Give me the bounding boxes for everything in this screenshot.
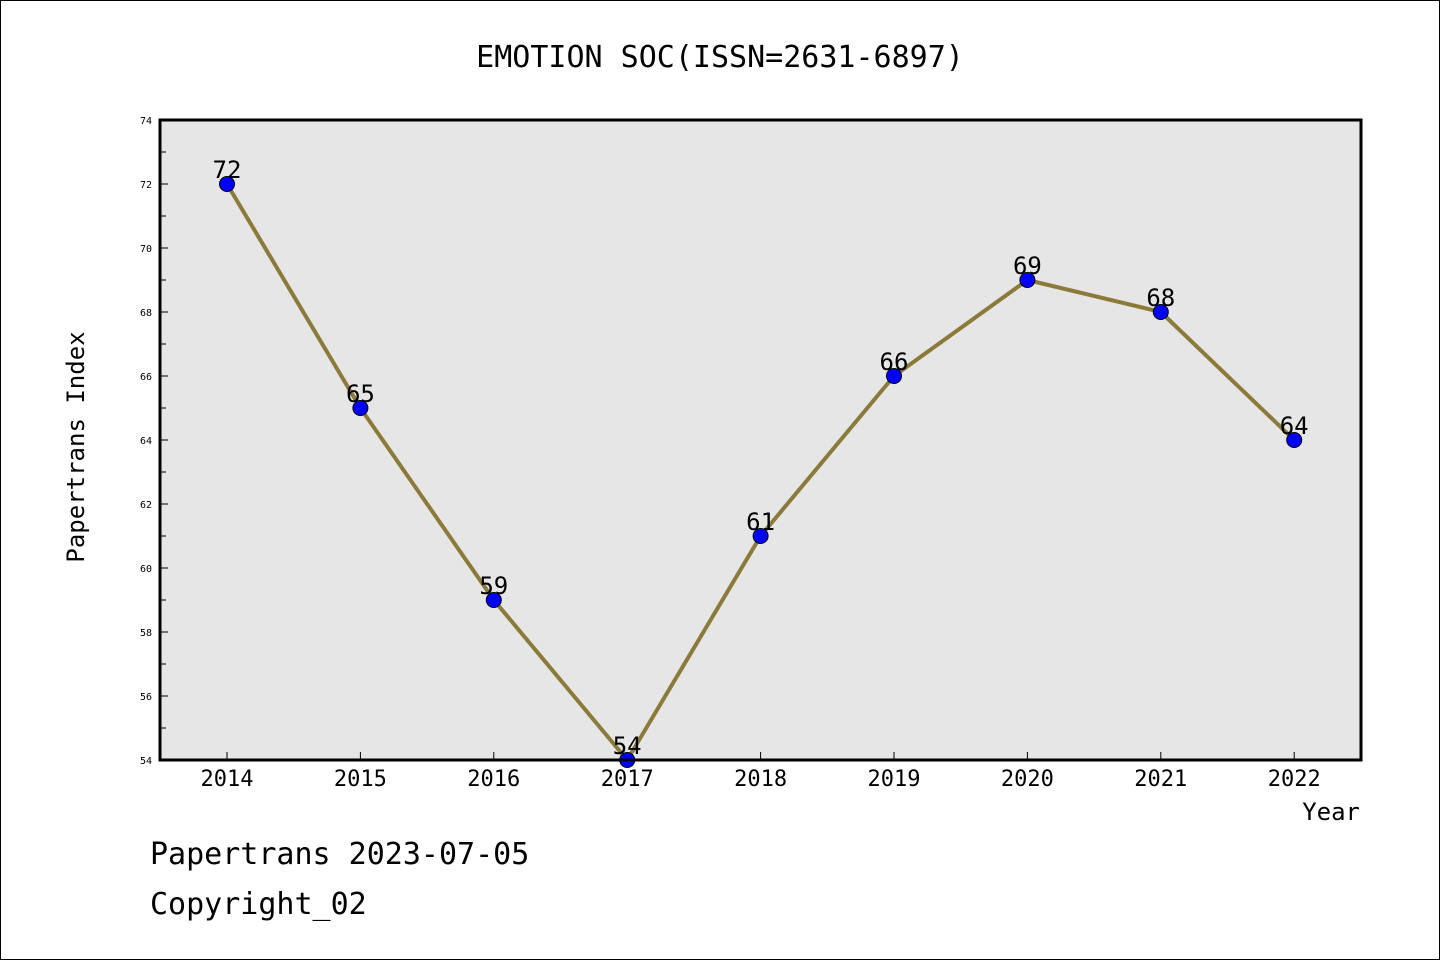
data-point — [1019, 272, 1036, 288]
marker-group — [219, 176, 1303, 768]
x-axis: 2014 2015 2016 2017 2018 2019 2020 2021 2022 — [201, 752, 1321, 792]
y-tick-label: 68 — [140, 308, 152, 319]
data-point — [485, 592, 502, 608]
data-label: 61 — [746, 508, 775, 536]
y-axis: 54 56 58 60 62 64 66 68 70 72 74 — [140, 116, 168, 767]
y-tick-label: 58 — [140, 628, 152, 639]
y-tick-label: 72 — [140, 180, 152, 191]
data-point — [886, 368, 902, 384]
y-tick-label: 70 — [140, 244, 152, 255]
data-label: 68 — [1146, 284, 1175, 312]
y-tick-label: 54 — [140, 756, 152, 767]
y-tick-label: 56 — [140, 692, 152, 703]
data-label: 59 — [479, 572, 508, 600]
y-axis-label: Papertrans Index — [62, 331, 90, 562]
x-tick-label: 2021 — [1134, 767, 1187, 792]
x-tick-label: 2022 — [1268, 767, 1321, 792]
x-tick-label: 2016 — [467, 767, 520, 792]
x-tick-label: 2017 — [601, 767, 654, 792]
data-label: 64 — [1280, 412, 1309, 440]
x-tick-label: 2018 — [734, 767, 787, 792]
plot-border — [158, 118, 1363, 762]
x-tick-label: 2020 — [1001, 767, 1054, 792]
x-tick-label: 2014 — [201, 767, 254, 792]
y-tick-label: 62 — [140, 500, 152, 511]
data-label-group: 72 65 59 54 61 66 69 68 64 — [213, 156, 1309, 760]
chart-title: EMOTION SOC(ISSN=2631-6897) — [476, 40, 964, 75]
data-point — [352, 400, 369, 416]
plot-area — [160, 120, 1361, 760]
data-point — [752, 528, 769, 544]
footer-copyright: Copyright_02 — [150, 887, 367, 922]
data-label: 72 — [213, 156, 242, 184]
y-tick-label: 66 — [140, 372, 152, 383]
data-label: 65 — [346, 380, 375, 408]
data-label: 54 — [613, 732, 642, 760]
data-point — [219, 176, 235, 192]
data-label: 69 — [1013, 252, 1042, 280]
x-tick-label: 2015 — [334, 767, 387, 792]
x-tick-label: 2019 — [868, 767, 921, 792]
data-label: 66 — [880, 348, 909, 376]
y-tick-label: 60 — [140, 564, 152, 575]
y-tick-label: 74 — [140, 116, 152, 127]
footer-date: Papertrans 2023-07-05 — [150, 837, 529, 872]
x-axis-label: Year — [1302, 798, 1360, 826]
data-point — [1286, 432, 1303, 448]
data-point — [1152, 304, 1169, 320]
y-tick-label: 64 — [140, 436, 152, 447]
